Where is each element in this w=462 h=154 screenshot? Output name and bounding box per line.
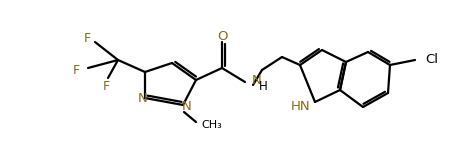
Text: HN: HN — [291, 101, 310, 113]
Text: F: F — [73, 63, 80, 77]
Text: O: O — [218, 30, 228, 43]
Text: CH₃: CH₃ — [201, 120, 222, 130]
Text: F: F — [84, 32, 91, 45]
Text: N: N — [252, 73, 262, 87]
Text: F: F — [103, 79, 109, 93]
Text: N: N — [138, 93, 148, 105]
Text: N: N — [182, 101, 192, 113]
Text: Cl: Cl — [425, 53, 438, 65]
Text: H: H — [259, 79, 268, 93]
